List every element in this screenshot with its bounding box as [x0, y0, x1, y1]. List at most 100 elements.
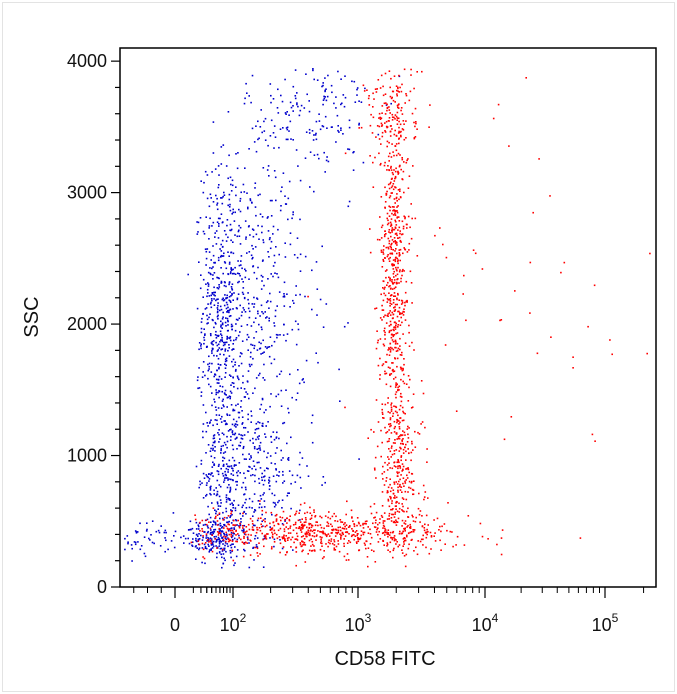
- data-point: [205, 495, 207, 497]
- data-point: [384, 461, 386, 464]
- data-point: [395, 282, 398, 285]
- data-point: [340, 127, 342, 129]
- data-point: [383, 520, 386, 522]
- data-point: [212, 447, 214, 450]
- data-point: [272, 132, 275, 134]
- data-point: [375, 347, 378, 350]
- data-point: [327, 522, 330, 525]
- data-point: [236, 538, 239, 541]
- data-point: [398, 270, 401, 273]
- data-point: [282, 470, 284, 473]
- data-point: [286, 522, 288, 524]
- data-point: [220, 533, 222, 535]
- data-point: [287, 407, 289, 410]
- data-point: [221, 340, 224, 343]
- data-point: [379, 338, 382, 340]
- data-point: [197, 387, 199, 390]
- data-point: [387, 532, 389, 534]
- data-point: [391, 263, 394, 265]
- data-point: [236, 307, 238, 310]
- data-point: [403, 510, 405, 513]
- data-point: [293, 541, 295, 544]
- data-point: [341, 102, 343, 105]
- data-point: [434, 234, 436, 237]
- data-point: [271, 344, 273, 347]
- data-point: [236, 474, 239, 477]
- data-point: [204, 334, 206, 336]
- data-point: [209, 217, 211, 220]
- data-point: [315, 539, 317, 541]
- data-point: [327, 533, 330, 535]
- data-point: [210, 493, 212, 496]
- data-point: [209, 272, 212, 275]
- data-point: [231, 529, 234, 532]
- data-point: [235, 488, 237, 491]
- data-point: [279, 527, 282, 530]
- data-point: [258, 527, 261, 529]
- data-point: [396, 510, 399, 513]
- data-point: [407, 524, 409, 527]
- data-point: [394, 386, 397, 388]
- data-point: [195, 545, 197, 547]
- data-point: [225, 267, 228, 270]
- data-point: [197, 221, 200, 224]
- data-point: [348, 126, 351, 129]
- data-point: [325, 99, 328, 102]
- data-point: [387, 299, 389, 301]
- data-point: [228, 311, 230, 314]
- data-point: [200, 391, 203, 393]
- data-point: [382, 417, 384, 419]
- data-point: [393, 521, 396, 524]
- data-point: [247, 431, 249, 433]
- data-point: [358, 538, 360, 540]
- data-point: [271, 546, 273, 548]
- data-point: [375, 531, 378, 533]
- data-point: [401, 549, 403, 551]
- data-point: [211, 350, 213, 352]
- data-point: [395, 396, 397, 399]
- data-point: [400, 378, 402, 381]
- data-point: [313, 535, 316, 538]
- data-point: [227, 320, 229, 323]
- data-point: [230, 239, 232, 242]
- data-point: [200, 534, 202, 537]
- data-point: [383, 288, 386, 290]
- data-point: [394, 170, 397, 173]
- data-point: [387, 155, 390, 158]
- data-point: [388, 331, 391, 334]
- data-point: [394, 340, 396, 343]
- data-point: [205, 264, 207, 266]
- data-point: [403, 358, 405, 360]
- data-point: [197, 524, 200, 526]
- data-point: [287, 459, 290, 461]
- data-point: [341, 527, 344, 530]
- data-point: [257, 120, 259, 123]
- data-point: [373, 98, 375, 100]
- data-point: [335, 528, 337, 531]
- data-point: [415, 546, 417, 549]
- data-point: [411, 514, 413, 517]
- data-point: [250, 534, 252, 536]
- data-point: [394, 376, 397, 379]
- data-point: [255, 233, 258, 236]
- data-point: [302, 378, 304, 380]
- data-point: [381, 304, 383, 307]
- data-point: [421, 525, 424, 527]
- data-point: [244, 541, 247, 544]
- data-point: [216, 524, 219, 526]
- data-point: [273, 538, 276, 541]
- data-point: [400, 168, 402, 171]
- data-point: [233, 339, 235, 342]
- data-point: [238, 235, 241, 237]
- data-point: [382, 309, 385, 311]
- data-point: [368, 95, 370, 97]
- data-point: [331, 126, 333, 128]
- data-point: [232, 519, 235, 522]
- data-point: [376, 125, 379, 127]
- data-point: [202, 430, 204, 433]
- data-point: [388, 354, 391, 356]
- data-point: [224, 534, 226, 536]
- data-point: [225, 359, 228, 362]
- data-point: [389, 478, 391, 480]
- data-point: [218, 390, 220, 392]
